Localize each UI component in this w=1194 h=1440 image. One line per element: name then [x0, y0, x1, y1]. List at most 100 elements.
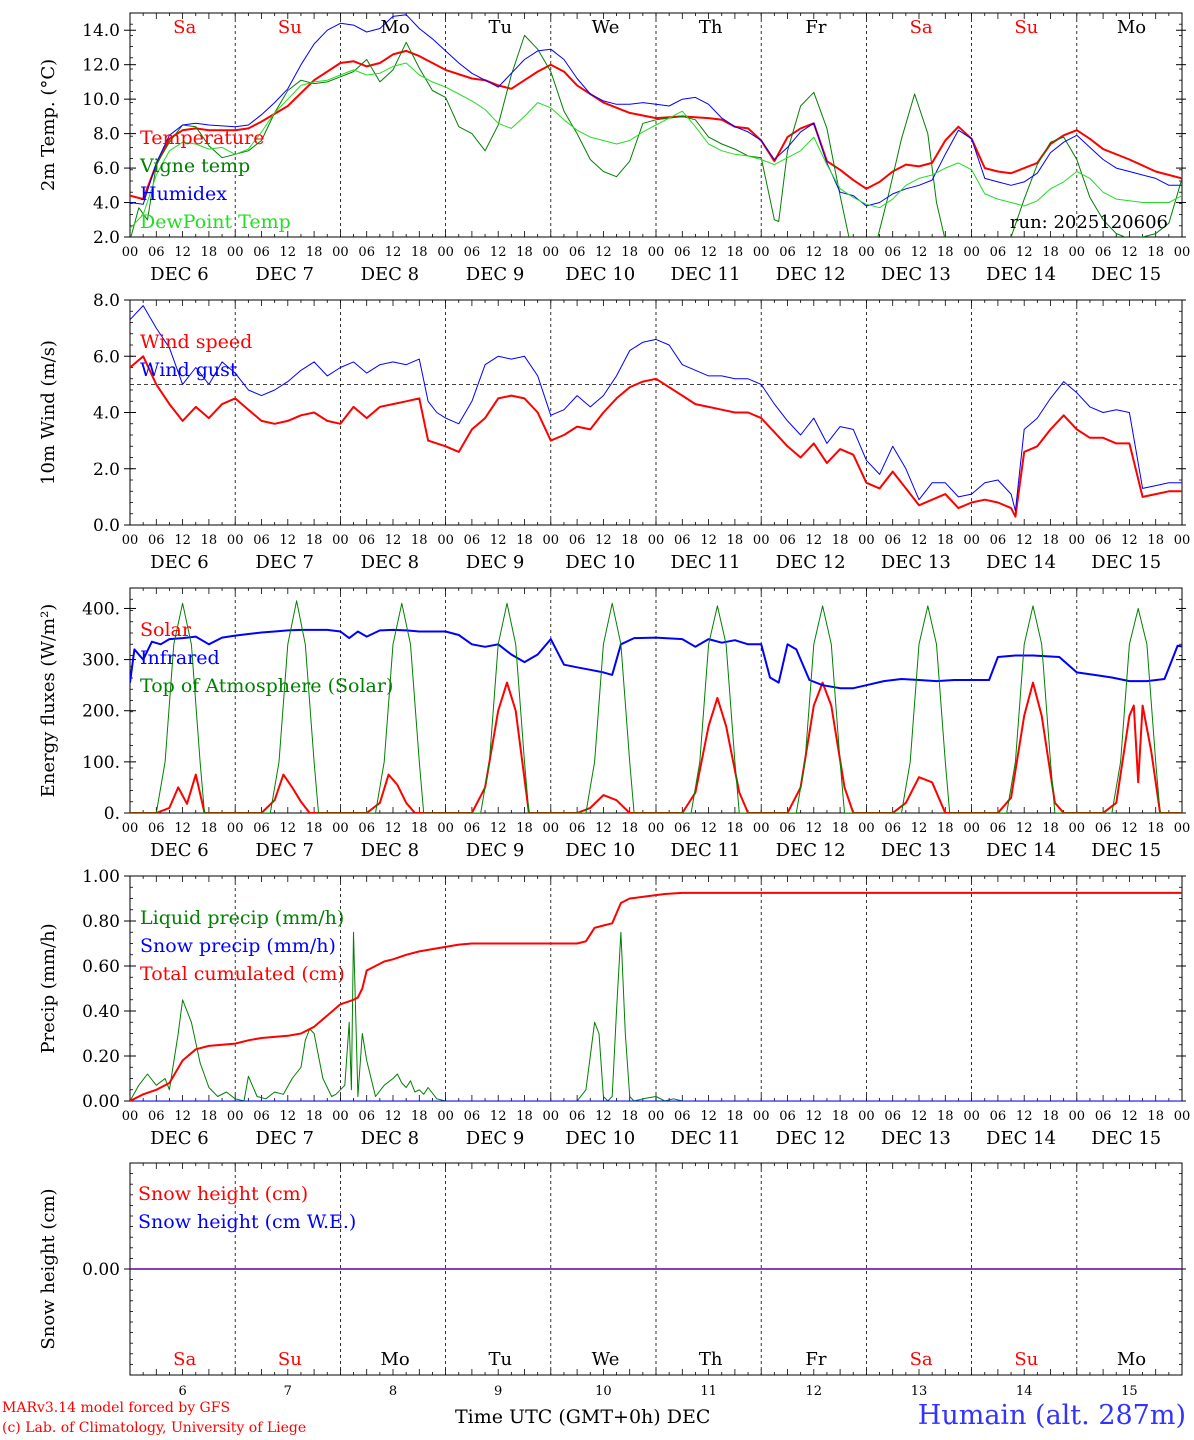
day-name-label: Tu: [488, 1349, 512, 1370]
date-label: DEC 10: [565, 552, 635, 573]
hour-tick-label: 12: [806, 245, 823, 260]
y-tick-label: 4.0: [93, 194, 120, 214]
hour-tick-label: 12: [911, 1109, 928, 1124]
day-number-label: 12: [806, 1384, 823, 1399]
date-label: DEC 11: [670, 1128, 740, 1149]
date-label: DEC 9: [466, 1128, 525, 1149]
hour-tick-label: 00: [332, 1109, 349, 1124]
day-name-label: We: [592, 17, 620, 38]
y-tick-label: 1.00: [82, 867, 120, 887]
hour-tick-label: 18: [411, 821, 428, 836]
y-tick-label: 0.00: [82, 1260, 120, 1280]
day-name-label: Th: [699, 1349, 723, 1370]
hour-tick-label: 12: [490, 245, 507, 260]
series-line-infrared: [130, 628, 1182, 690]
date-label: DEC 10: [565, 264, 635, 285]
hour-tick-label: 00: [1174, 533, 1191, 548]
hour-tick-label: 12: [700, 533, 717, 548]
y-tick-label: 100.: [82, 753, 120, 773]
date-label: DEC 12: [776, 840, 846, 861]
hour-tick-label: 00: [437, 1109, 454, 1124]
hour-tick-label: 12: [700, 1109, 717, 1124]
date-label: DEC 13: [881, 264, 951, 285]
y-tick-label: 6.0: [93, 159, 120, 179]
hour-tick-label: 18: [306, 1109, 323, 1124]
hour-tick-label: 18: [1147, 245, 1164, 260]
hour-tick-label: 18: [411, 245, 428, 260]
series-line-vigne-temp: [130, 34, 1182, 237]
y-tick-label: 0.80: [82, 912, 120, 932]
hour-tick-label: 00: [437, 533, 454, 548]
day-name-label: Tu: [488, 17, 512, 38]
day-name-label: Sa: [910, 1349, 933, 1370]
hour-tick-label: 06: [779, 821, 796, 836]
hour-tick-label: 06: [884, 533, 901, 548]
hour-tick-label: 12: [911, 245, 928, 260]
date-label: DEC 15: [1091, 552, 1161, 573]
hour-tick-label: 06: [779, 533, 796, 548]
day-name-label: Su: [1014, 1349, 1038, 1370]
y-tick-label: 14.0: [82, 21, 120, 41]
hour-tick-label: 12: [1121, 245, 1138, 260]
series-line-liquid-precip-mm-h-: [130, 931, 1182, 1101]
hour-tick-label: 06: [569, 245, 586, 260]
hour-tick-label: 12: [174, 821, 191, 836]
hour-tick-label: 00: [753, 1109, 770, 1124]
hour-tick-label: 06: [674, 533, 691, 548]
hour-tick-label: 18: [516, 821, 533, 836]
date-label: DEC 8: [361, 264, 420, 285]
hour-tick-label: 12: [1121, 821, 1138, 836]
date-label: DEC 10: [565, 1128, 635, 1149]
hour-tick-label: 06: [990, 533, 1007, 548]
hour-tick-label: 12: [174, 533, 191, 548]
hour-tick-label: 06: [253, 245, 270, 260]
hour-tick-label: 06: [464, 245, 481, 260]
hour-tick-label: 06: [569, 821, 586, 836]
date-label: DEC 7: [255, 552, 314, 573]
day-name-label: Sa: [910, 17, 933, 38]
hour-tick-label: 00: [227, 533, 244, 548]
day-number-label: 6: [178, 1384, 186, 1399]
y-tick-label: 0.20: [82, 1047, 120, 1067]
date-label: DEC 9: [466, 840, 525, 861]
hour-tick-label: 06: [1095, 1109, 1112, 1124]
precipitation-panel: 0.00 0.20 0.40 0.60 0.80 1.00 Precip (mm/h) Liq…: [38, 867, 1190, 1149]
hour-tick-label: 00: [1174, 245, 1191, 260]
hour-tick-label: 18: [1042, 533, 1059, 548]
hour-tick-label: 12: [385, 245, 402, 260]
temperature-panel: 2.0 4.0 6.0 8.0 10.0 12.0 14.0 2m Temp. (°C) Tem…: [38, 12, 1191, 285]
hour-tick-label: 12: [911, 821, 928, 836]
y-tick-label: 200.: [82, 702, 120, 722]
hour-tick-label: 06: [148, 821, 165, 836]
hour-tick-label: 00: [227, 1109, 244, 1124]
day-number-label: 13: [911, 1384, 928, 1399]
date-label: DEC 12: [776, 1128, 846, 1149]
hour-tick-label: 18: [516, 245, 533, 260]
hour-tick-label: 06: [674, 245, 691, 260]
hour-tick-label: 12: [174, 245, 191, 260]
hour-tick-label: 00: [1069, 1109, 1086, 1124]
hour-tick-label: 12: [595, 821, 612, 836]
hour-tick-label: 06: [358, 1109, 375, 1124]
hour-tick-label: 06: [358, 245, 375, 260]
day-name-label: Mo: [380, 17, 409, 38]
day-name-label: Fr: [805, 17, 826, 38]
hour-tick-label: 12: [1016, 245, 1033, 260]
hour-tick-label: 12: [595, 533, 612, 548]
legend-entry: Wind gust: [140, 359, 238, 381]
hour-tick-label: 00: [753, 245, 770, 260]
legend-entry: Vigne temp: [139, 155, 250, 177]
day-name-label: We: [592, 1349, 620, 1370]
date-label: DEC 15: [1091, 264, 1161, 285]
date-label: DEC 13: [881, 552, 951, 573]
hour-tick-label: 00: [858, 1109, 875, 1124]
hour-tick-label: 18: [1147, 821, 1164, 836]
series-line-total-cumulated-cm-: [130, 891, 1182, 1101]
day-name-label: Mo: [1117, 17, 1146, 38]
hour-tick-label: 18: [727, 533, 744, 548]
hour-tick-label: 00: [543, 1109, 560, 1124]
day-number-label: 7: [284, 1384, 292, 1399]
date-label: DEC 9: [466, 552, 525, 573]
hour-tick-label: 18: [411, 533, 428, 548]
date-label: DEC 7: [255, 840, 314, 861]
